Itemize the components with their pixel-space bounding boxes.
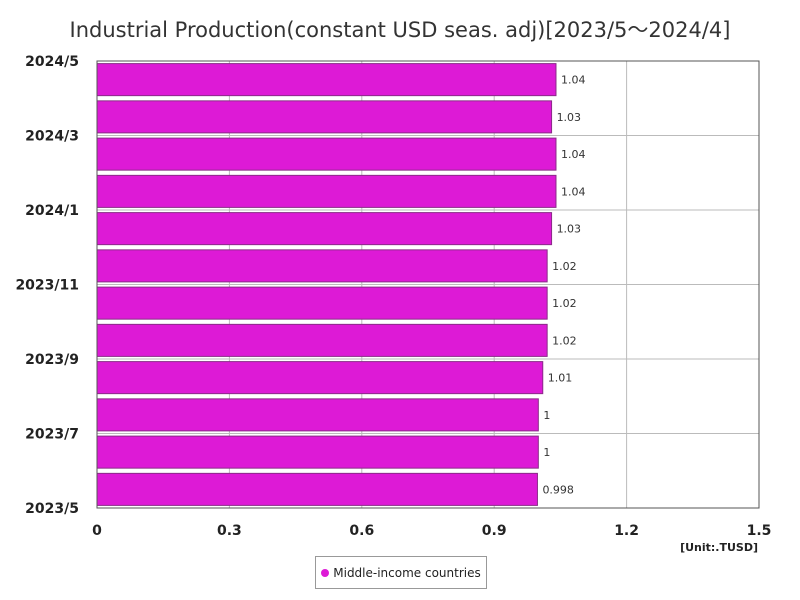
legend: Middle-income countries [315,556,487,589]
legend-label: Middle-income countries [333,565,481,580]
x-tick-label: 0.9 [482,523,507,539]
x-tick-labels: 0 0.3 0.6 0.9 1.2 1.5 [92,523,771,539]
bar [96,323,548,357]
bar [96,398,539,432]
chart-title: Industrial Production(constant USD seas.… [69,18,731,42]
y-tick-label: 2023/7 [25,427,79,443]
data-label: 1 [543,409,550,422]
data-label: 1.02 [552,260,577,273]
y-tick-label: 2024/5 [25,54,79,70]
data-label: 0.998 [542,483,574,496]
data-label: 1.04 [561,185,586,198]
y-tick-label: 2023/5 [25,501,79,517]
bar [96,435,539,469]
data-label: 1 [543,446,550,459]
x-tick-label: 1.5 [747,523,772,539]
data-label: 1.04 [561,148,586,161]
grid-lines [97,61,759,508]
bars [96,63,557,506]
bar [96,100,553,134]
y-tick-labels: 2024/5 2024/3 2024/1 2023/11 2023/9 2023/7 202… [15,54,79,517]
bar [96,63,557,97]
y-tick-label: 2024/3 [25,129,79,145]
x-tick-label: 0.6 [349,523,374,539]
data-label: 1.03 [557,223,582,236]
bar [96,174,557,208]
bar [96,249,548,283]
bar [96,212,553,246]
plot-border [96,60,760,509]
y-tick-label: 2023/11 [15,278,79,294]
x-tick-label: 0 [92,523,102,539]
data-label: 1.03 [557,111,582,124]
legend-marker [321,568,330,577]
bar [96,361,544,395]
data-label: 1.02 [552,334,577,347]
bar [96,286,548,320]
y-tick-label: 2024/1 [25,203,79,219]
data-labels: 1.04 1.03 1.04 1.04 1.03 1.02 1.02 1.02 1.01 1 1 0.… [542,74,585,497]
data-label: 1.02 [552,297,577,310]
x-tick-label: 0.3 [217,523,242,539]
data-label: 1.04 [561,74,586,87]
y-tick-label: 2023/9 [25,352,79,368]
bar [96,137,557,171]
unit-label: [Unit:.TUSD] [680,541,758,554]
data-label: 1.01 [548,372,573,385]
bar [96,472,538,506]
x-tick-label: 1.2 [614,523,639,539]
